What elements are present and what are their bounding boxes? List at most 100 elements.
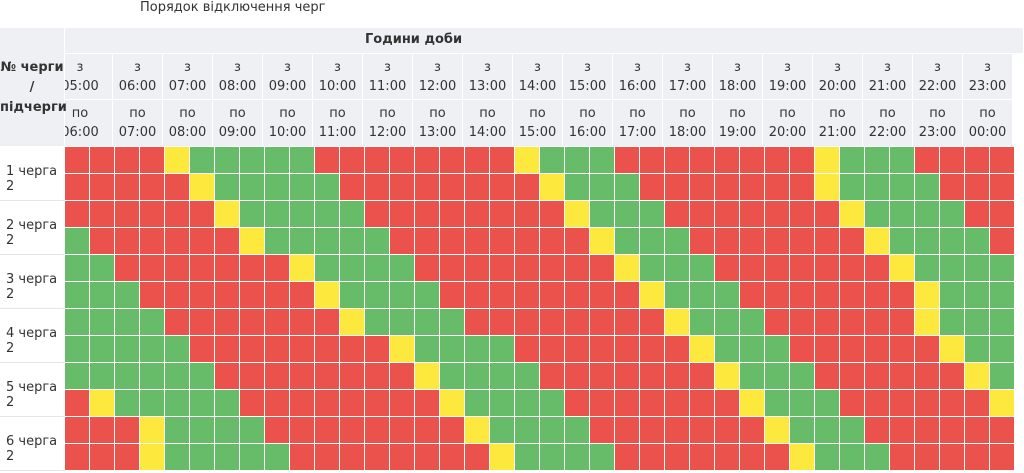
cell bbox=[65, 228, 90, 255]
cell bbox=[240, 228, 265, 255]
cell bbox=[540, 255, 565, 282]
cell bbox=[540, 309, 565, 336]
cell bbox=[815, 309, 840, 336]
cell bbox=[715, 417, 740, 444]
cell bbox=[665, 201, 690, 228]
cell bbox=[965, 228, 990, 255]
cell bbox=[715, 336, 740, 363]
cell bbox=[915, 228, 940, 255]
cell bbox=[840, 255, 865, 282]
cell bbox=[665, 309, 690, 336]
cell bbox=[515, 174, 540, 201]
cell bbox=[915, 363, 940, 390]
cell bbox=[465, 444, 490, 471]
cell bbox=[565, 390, 590, 417]
cell bbox=[965, 309, 990, 336]
queue-label-cell: 1 черга 2 bbox=[0, 147, 65, 201]
cell bbox=[415, 309, 440, 336]
cell bbox=[340, 174, 365, 201]
cell bbox=[190, 228, 215, 255]
hour-from: з 20:00 bbox=[813, 54, 863, 100]
from-time: 17:00 bbox=[668, 79, 707, 94]
cell bbox=[90, 174, 115, 201]
cell bbox=[65, 309, 90, 336]
hour-to: по 00:00 bbox=[963, 100, 1013, 147]
to-time: 06:00 bbox=[61, 125, 99, 140]
cell bbox=[65, 255, 90, 282]
cell bbox=[765, 282, 790, 309]
sub-queue: 2 bbox=[6, 179, 15, 194]
cell bbox=[315, 228, 340, 255]
cell bbox=[915, 255, 940, 282]
from-word: з bbox=[284, 60, 291, 75]
cell bbox=[290, 255, 315, 282]
cell bbox=[240, 390, 265, 417]
cell bbox=[740, 363, 765, 390]
cell bbox=[115, 336, 140, 363]
cell bbox=[465, 390, 490, 417]
cell bbox=[140, 417, 165, 444]
cell bbox=[590, 147, 615, 174]
page-title: Порядок відключення черг bbox=[140, 0, 326, 15]
cell bbox=[465, 147, 490, 174]
cell bbox=[590, 201, 615, 228]
cell bbox=[565, 417, 590, 444]
cell bbox=[765, 309, 790, 336]
cell bbox=[990, 444, 1015, 471]
cell bbox=[815, 444, 840, 471]
cell bbox=[490, 147, 515, 174]
cell bbox=[415, 417, 440, 444]
cell bbox=[715, 201, 740, 228]
hour-to: по 10:00 bbox=[263, 100, 313, 147]
hour-from: з 22:00 bbox=[913, 54, 963, 100]
cell bbox=[640, 336, 665, 363]
cell bbox=[315, 444, 340, 471]
cell bbox=[415, 336, 440, 363]
sub-queue: 2 bbox=[6, 287, 15, 302]
cell bbox=[290, 444, 315, 471]
cell bbox=[190, 201, 215, 228]
to-time: 18:00 bbox=[668, 125, 707, 140]
to-word: по bbox=[179, 106, 196, 121]
cell bbox=[140, 363, 165, 390]
cell bbox=[265, 201, 290, 228]
cell bbox=[465, 336, 490, 363]
cell bbox=[840, 336, 865, 363]
cell bbox=[765, 147, 790, 174]
cell bbox=[440, 444, 465, 471]
cell bbox=[690, 417, 715, 444]
cell bbox=[715, 282, 740, 309]
cell bbox=[790, 417, 815, 444]
queue-label-cell: 4 черга 2 bbox=[0, 309, 65, 363]
cell bbox=[390, 417, 415, 444]
cell bbox=[790, 363, 815, 390]
queue-label: 1 черга bbox=[6, 164, 58, 179]
cell bbox=[65, 417, 90, 444]
cell bbox=[790, 228, 815, 255]
cell bbox=[340, 282, 365, 309]
cell bbox=[365, 255, 390, 282]
cell bbox=[740, 444, 765, 471]
cell bbox=[415, 228, 440, 255]
cell bbox=[715, 147, 740, 174]
from-time: 13:00 bbox=[468, 79, 507, 94]
cell bbox=[740, 282, 765, 309]
cell bbox=[765, 174, 790, 201]
cell bbox=[840, 147, 865, 174]
hour-to: по 15:00 bbox=[513, 100, 563, 147]
cell bbox=[565, 444, 590, 471]
cell bbox=[965, 444, 990, 471]
cell bbox=[690, 201, 715, 228]
to-word: по bbox=[279, 106, 296, 121]
cell bbox=[115, 363, 140, 390]
cell bbox=[715, 228, 740, 255]
hour-from: з 08:00 bbox=[213, 54, 263, 100]
cell bbox=[390, 282, 415, 309]
cell bbox=[965, 390, 990, 417]
cell bbox=[115, 174, 140, 201]
from-word: з bbox=[184, 60, 191, 75]
cell bbox=[740, 255, 765, 282]
cell bbox=[790, 336, 815, 363]
cell bbox=[890, 336, 915, 363]
